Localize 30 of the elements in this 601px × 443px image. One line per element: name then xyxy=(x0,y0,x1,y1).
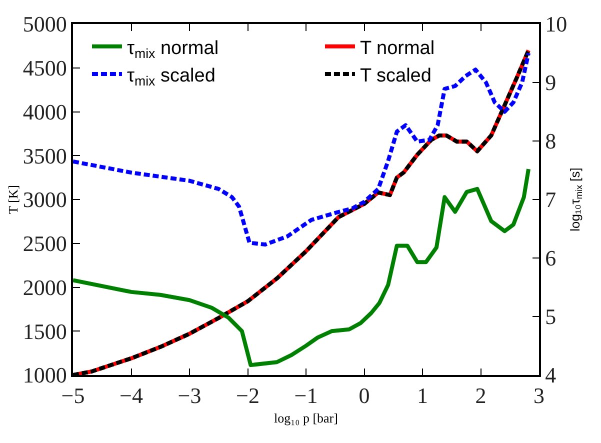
x-axis-title: log₁₀ p [bar] xyxy=(274,410,338,426)
y2-tick-label: 10 xyxy=(545,12,568,37)
y-tick-label: 5000 xyxy=(22,12,67,37)
y2-tick-label: 8 xyxy=(545,128,556,154)
y2-tick-label: 7 xyxy=(545,187,556,212)
y-tick-label: 4000 xyxy=(22,99,67,124)
line-series xyxy=(73,167,531,368)
x-tick-label: −3 xyxy=(178,383,202,408)
y-axis-title: T [K] xyxy=(5,184,20,214)
x-tick-label: 0 xyxy=(358,383,370,408)
y2-tick-label: 5 xyxy=(545,304,556,330)
x-tick-label: −1 xyxy=(294,383,318,408)
legend-label: τ$_{mix}$ normal xyxy=(126,38,219,61)
x-tick-label: 1 xyxy=(417,383,428,408)
x-tick-label: 3 xyxy=(534,383,544,408)
legend-label: T normal xyxy=(360,38,435,59)
y2-tick-label: 4 xyxy=(545,362,556,388)
y-tick-label: 4500 xyxy=(22,56,67,81)
legend-label: T scaled xyxy=(360,65,432,86)
x-tick-label: −4 xyxy=(120,383,143,408)
x-tick-label: 2 xyxy=(475,383,486,408)
y2-tick-label: 6 xyxy=(545,246,556,271)
y-tick-label: 2000 xyxy=(22,274,67,300)
y-tick-label: 2500 xyxy=(22,231,67,256)
y2-tick-label: 9 xyxy=(545,70,556,96)
y-tick-label: 3000 xyxy=(22,187,67,212)
x-tick-label: −2 xyxy=(236,383,260,408)
legend-label: τ$_{mix}$ scaled xyxy=(126,65,216,88)
y-tick-label: 1500 xyxy=(22,318,67,344)
y-tick-label: 3500 xyxy=(22,143,67,168)
